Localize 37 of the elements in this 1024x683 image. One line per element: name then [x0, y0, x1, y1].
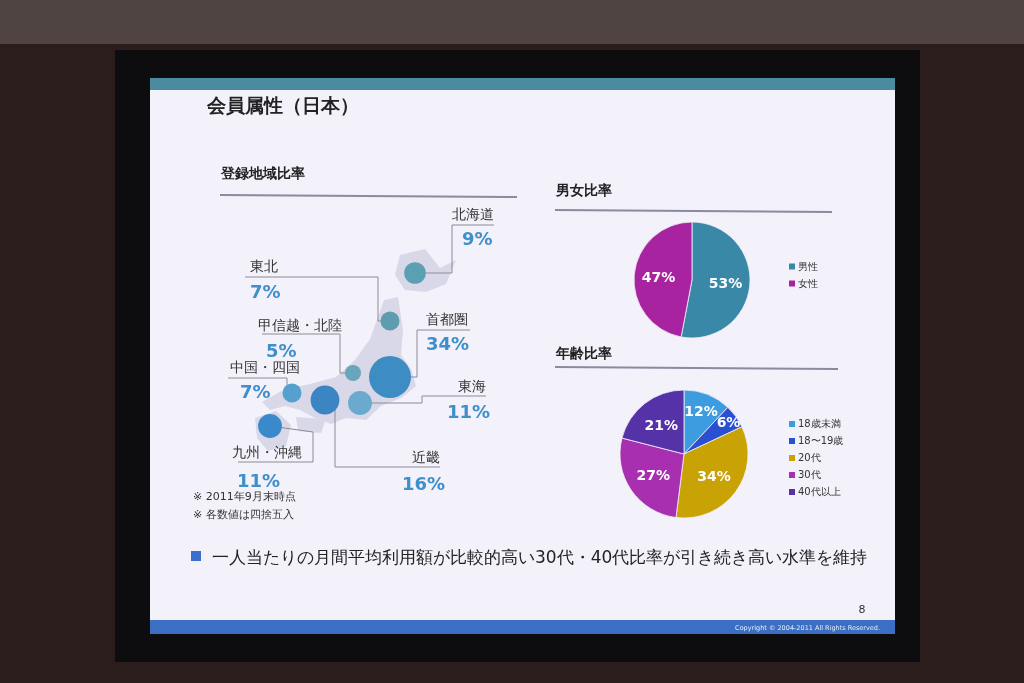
legend-label: 20代: [798, 452, 821, 463]
category-label: 北海道: [452, 206, 494, 222]
chart-title: 年齢比率: [555, 345, 612, 361]
legend-label: 30代: [798, 469, 821, 480]
legend-label: 18〜19歳: [798, 435, 844, 446]
chart-title: 男女比率: [555, 182, 612, 198]
category-label: 九州・沖縄: [232, 444, 302, 460]
text: 一人当たりの月間平均利用額が比較的高い30代・40代比率が引き続き高い水準を維持: [212, 547, 868, 567]
data-label: 11%: [447, 401, 491, 422]
data-label: 27%: [636, 466, 671, 483]
legend-label: 18歳未満: [798, 418, 841, 429]
data-label: 21%: [644, 416, 679, 433]
category-label: 東北: [250, 258, 278, 274]
category-label: 中国・四国: [230, 359, 300, 375]
data-label: 53%: [708, 275, 743, 292]
data-label: 12%: [684, 403, 718, 420]
legend-label: 女性: [798, 277, 818, 289]
data-label: 7%: [240, 381, 271, 402]
legend-label: 40代以上: [798, 486, 841, 497]
legend-label: 男性: [798, 260, 818, 272]
category-label: 近畿: [412, 449, 440, 465]
text: ※ 2011年9月末時点: [193, 490, 296, 503]
data-label: 11%: [237, 470, 281, 491]
data-label: 16%: [402, 473, 446, 494]
text: ※ 各数値は四捨五入: [193, 508, 294, 521]
data-label: 9%: [462, 228, 493, 249]
text: 登録地域比率: [220, 165, 305, 181]
data-label: 34%: [426, 333, 470, 354]
category-label: 首都圏: [426, 311, 468, 327]
text: 8: [858, 603, 866, 616]
data-label: 34%: [697, 467, 731, 484]
category-label: 東海: [458, 378, 486, 394]
data-label: 47%: [641, 268, 676, 285]
text: 会員属性（日本）: [206, 94, 359, 116]
data-label: 5%: [266, 340, 297, 361]
category-label: 甲信越・北陸: [258, 317, 342, 333]
data-label: 7%: [250, 281, 281, 302]
